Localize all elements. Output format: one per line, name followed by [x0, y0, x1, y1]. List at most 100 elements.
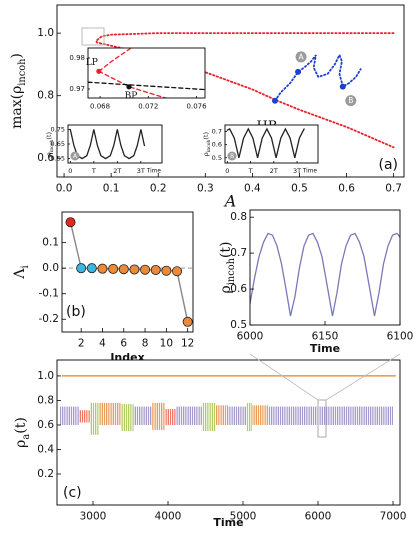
text-part: ) [9, 53, 25, 58]
y-tick-label: 0.7 [230, 247, 247, 259]
x-tick-label: T [91, 167, 96, 175]
x-tick-label: 0.068 [90, 102, 110, 110]
plot-content [250, 232, 400, 317]
x-tick-label: 0.6 [338, 182, 355, 194]
x-tick-label: 6000 [305, 510, 332, 522]
y-tick-label: 0.75 [51, 125, 65, 133]
x-tick-label: 3000 [80, 510, 107, 522]
orbit-label: A [298, 52, 304, 61]
oscillation-band [176, 406, 202, 425]
panel: 0.068 0.072 0.076 0.97 0.98 LP BP [69, 47, 208, 110]
oscillation-band [133, 406, 152, 425]
x-tick-label: 0 [225, 167, 229, 175]
subscript: incoh [49, 140, 55, 153]
y-tick-label: -0.1 [39, 288, 60, 300]
y-tick-label: 0.6 [37, 419, 54, 431]
panel: 0 T 2T 3T 0.5 0.6 0.7 Time ρincoh(t) B [202, 124, 319, 175]
series-line [69, 128, 146, 160]
point [129, 264, 140, 275]
zoom-connector [249, 353, 319, 401]
x-tick-label: 6 [120, 337, 127, 349]
plot-frame [61, 211, 194, 333]
point [161, 265, 172, 276]
text-part: ρ [45, 152, 53, 156]
plot-frame [56, 359, 401, 506]
y-tick-label: 0.97 [69, 85, 85, 93]
panel: 0 T 2T 3T 0.55 0.65 0.75 Time ρincoh(t) A [45, 124, 163, 175]
plot-frame [87, 47, 206, 99]
y-tick-label: 0.6 [37, 152, 54, 164]
y-tick-label: 0.7 [212, 128, 222, 136]
y-axis-label: Λi [12, 265, 31, 279]
subscript: a [21, 434, 32, 440]
series-line [88, 81, 205, 91]
x-tick-label: 8 [142, 337, 149, 349]
oscillation-band [90, 402, 100, 435]
series-line [250, 232, 400, 317]
oscillation-band [267, 406, 394, 425]
point [172, 266, 183, 277]
y-tick-label: 0.5 [212, 154, 222, 162]
y-axis-label: max(ρincoh) [9, 53, 28, 129]
x-tick-label: 0.072 [138, 102, 158, 110]
oscillation-band [79, 410, 91, 423]
x-tick-label: 6100 [387, 330, 414, 342]
panel-label: (a) [378, 157, 398, 173]
y-axis-label: ρa(t) [13, 417, 32, 448]
point [182, 316, 193, 327]
orbit-badge [295, 51, 307, 63]
y-tick-label: 0.2 [37, 468, 54, 480]
x-axis-label: Time [310, 342, 340, 355]
x-tick-label: 6150 [312, 330, 339, 342]
x-tick-label: 2T [270, 167, 278, 175]
orbit-badge [227, 151, 237, 161]
y-tick-label: 0.1 [42, 237, 59, 249]
orbit-badge [345, 95, 357, 107]
oscillation-band [246, 402, 253, 432]
plot-frame [224, 124, 319, 164]
panel-label: (c) [63, 485, 82, 501]
x-axis-label: Time [213, 516, 243, 529]
point [295, 68, 302, 75]
panel-label: (b) [66, 304, 86, 320]
point [140, 264, 151, 275]
y-tick-label: 1.0 [37, 370, 54, 382]
zoom-connector [325, 353, 401, 401]
text-part: ρ [218, 285, 234, 293]
series-line [94, 32, 395, 149]
y-tick-label: 0.8 [37, 394, 54, 406]
subscript: incoh [226, 257, 237, 285]
panel: 3000 4000 5000 6000 7000 0.2 0.4 0.6 0.8 1.0 Time ρ… [13, 359, 406, 529]
plot-content [226, 127, 305, 158]
x-tick-label: 4000 [155, 510, 182, 522]
y-tick-label: 0.98 [69, 54, 85, 62]
oscillation-band [228, 406, 247, 425]
point [108, 263, 119, 274]
panel: 6000 6150 6100 0.5 0.6 0.7 0.8 Time ρincoh(t) [218, 209, 414, 355]
point [339, 83, 346, 90]
zoom-marker [81, 27, 105, 46]
orbit-badge [70, 151, 80, 161]
x-tick-label: 4 [99, 337, 106, 349]
plot-content [60, 375, 396, 435]
x-axis-label: Time [146, 168, 162, 174]
x-tick-label: 0.076 [187, 102, 208, 110]
text-part: (t) [218, 242, 234, 259]
x-tick-label: 6000 [237, 330, 264, 342]
text-part: (t) [202, 131, 210, 139]
point [126, 84, 132, 90]
point-label: BP [125, 91, 138, 101]
text-part: max(ρ [9, 86, 25, 129]
text-part: (t) [13, 417, 29, 434]
text-part: ρ [202, 152, 210, 156]
oscillation-band [121, 404, 134, 432]
point [65, 217, 76, 228]
x-tick-label: 5000 [230, 510, 257, 522]
series-line [226, 127, 305, 158]
y-tick-label: 0.6 [230, 283, 247, 295]
plot-area [57, 360, 400, 505]
y-tick-label: 0.0 [42, 262, 59, 274]
y-tick-label: 0.6 [212, 141, 222, 149]
point [86, 263, 97, 274]
